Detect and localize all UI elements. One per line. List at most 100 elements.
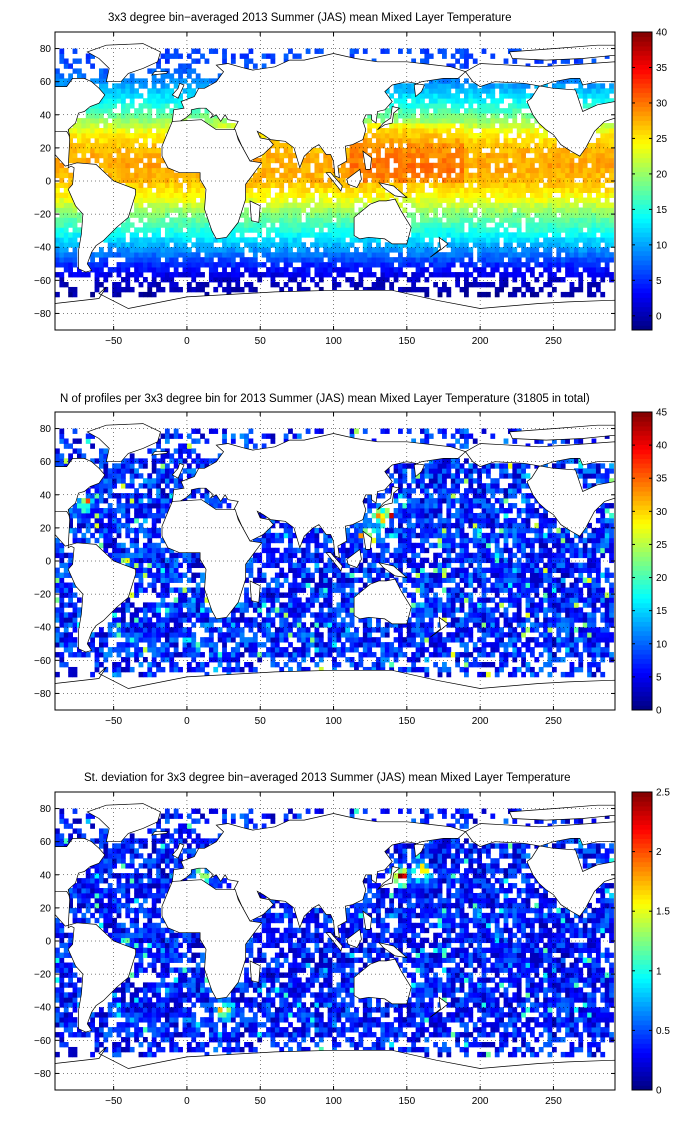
data-cell — [288, 152, 293, 159]
data-cell — [349, 267, 355, 273]
data-cell — [178, 453, 183, 459]
data-cell — [538, 167, 544, 174]
data-cell — [156, 157, 161, 164]
data-cell — [450, 108, 456, 114]
data-cell — [292, 572, 298, 578]
data-cell — [516, 252, 522, 258]
data-cell — [178, 552, 183, 559]
data-cell — [591, 152, 597, 159]
data-cell — [512, 58, 518, 64]
data-cell — [191, 172, 197, 179]
data-cell — [235, 227, 241, 233]
data-cell — [164, 118, 170, 124]
data-cell — [398, 48, 403, 54]
data-cell — [446, 252, 452, 258]
data-cell — [349, 262, 355, 268]
data-cell — [534, 187, 540, 193]
data-cell — [455, 128, 461, 134]
data-cell — [578, 83, 584, 89]
data-cell — [587, 157, 592, 164]
data-cell — [288, 557, 293, 564]
data-cell — [90, 493, 95, 499]
data-cell — [164, 187, 170, 193]
data-cell — [248, 567, 254, 573]
data-cell — [494, 132, 500, 139]
data-cell — [120, 222, 126, 228]
data-cell — [305, 647, 311, 653]
data-cell — [455, 217, 461, 223]
data-cell — [151, 642, 157, 648]
data-cell — [485, 152, 491, 159]
data-cell — [107, 172, 113, 179]
data-cell — [371, 147, 377, 154]
data-cell — [125, 463, 131, 469]
data-cell — [450, 207, 456, 213]
data-cell — [169, 247, 175, 253]
data-cell — [371, 123, 377, 129]
data-cell — [442, 237, 447, 243]
data-cell — [182, 232, 188, 238]
data-cell — [129, 493, 135, 499]
data-cell — [464, 58, 469, 64]
data-cell — [490, 252, 496, 258]
data-cell — [288, 147, 293, 154]
data-cell — [565, 237, 570, 243]
data-cell — [94, 78, 100, 84]
data-cell — [98, 661, 104, 668]
data-cell — [129, 73, 135, 79]
data-cell — [503, 177, 509, 184]
data-cell — [516, 187, 522, 193]
data-cell — [367, 272, 373, 278]
data-cell — [195, 612, 201, 618]
data-cell — [59, 587, 65, 593]
data-cell — [204, 661, 210, 668]
colorbar-segment — [632, 111, 652, 117]
data-cell — [499, 177, 504, 184]
data-cell — [125, 157, 131, 164]
data-cell — [415, 152, 421, 159]
data-cell — [252, 652, 258, 658]
data-cell — [349, 167, 355, 174]
data-cell — [125, 137, 131, 144]
data-cell — [138, 498, 144, 504]
data-cell — [103, 463, 109, 469]
data-cell — [120, 647, 126, 653]
data-cell — [76, 118, 82, 124]
data-cell — [120, 547, 126, 554]
data-cell — [459, 128, 465, 134]
data-cell — [160, 642, 166, 648]
data-cell — [398, 93, 403, 99]
data-cell — [147, 478, 153, 484]
data-cell — [138, 247, 144, 253]
data-cell — [464, 252, 469, 258]
data-cell — [428, 237, 434, 243]
data-cell — [481, 162, 487, 169]
data-cell — [72, 607, 78, 613]
data-cell — [147, 242, 153, 248]
data-cell — [591, 177, 597, 184]
data-cell — [160, 582, 166, 588]
data-cell — [283, 237, 289, 243]
data-cell — [85, 527, 91, 534]
data-cell — [107, 132, 113, 139]
data-cell — [420, 272, 425, 278]
data-cell — [380, 113, 386, 119]
data-cell — [151, 152, 157, 159]
data-cell — [301, 562, 307, 569]
data-cell — [94, 286, 100, 293]
data-cell — [591, 252, 597, 258]
data-cell — [490, 128, 496, 134]
data-cell — [398, 83, 403, 89]
data-cell — [459, 103, 465, 109]
data-cell — [538, 272, 544, 278]
data-cell — [134, 488, 139, 494]
data-cell — [160, 222, 166, 228]
data-cell — [283, 652, 289, 658]
data-cell — [595, 88, 601, 94]
data-cell — [138, 291, 144, 298]
data-cell — [94, 508, 100, 514]
data-cell — [164, 453, 170, 459]
data-cell — [151, 192, 157, 198]
data-cell — [411, 172, 417, 179]
data-cell — [428, 93, 434, 99]
